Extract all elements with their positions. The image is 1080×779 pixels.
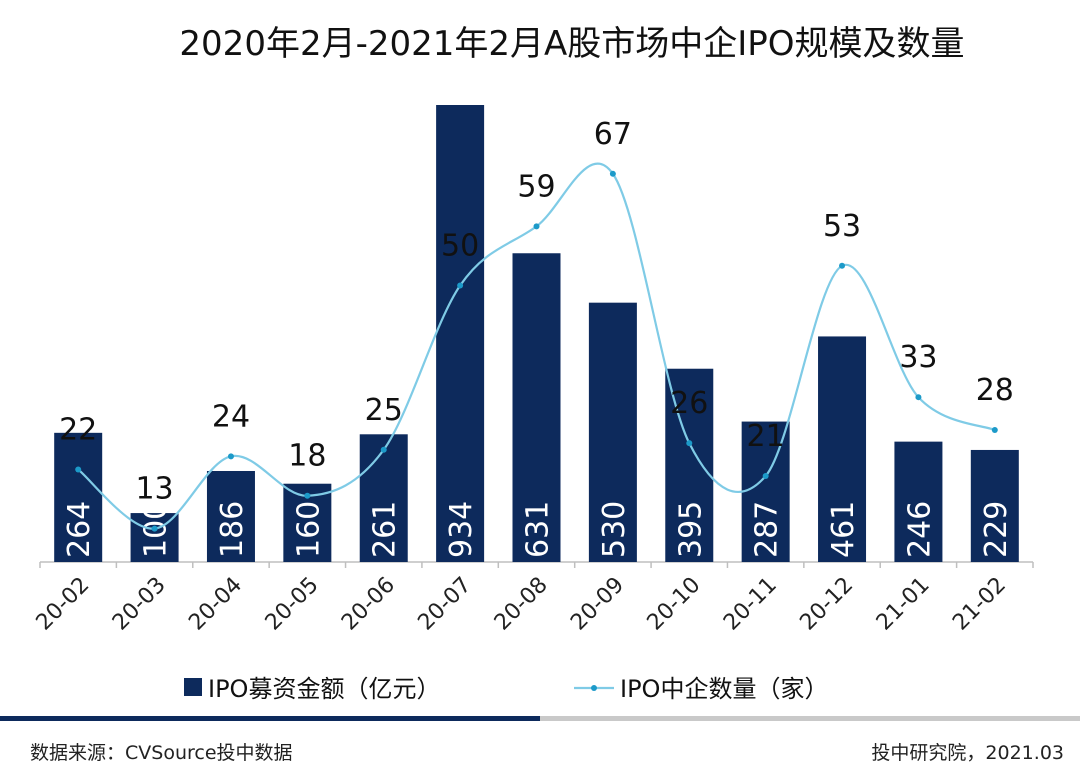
legend-line-marker: [591, 685, 597, 691]
x-tick-label: 20-03: [108, 573, 171, 636]
x-tick-label: 20-08: [490, 573, 553, 636]
bar-value-label: 631: [521, 501, 556, 558]
points-layer: 22 13 24 18 25 50 59 67 26 21 53 33 28: [59, 117, 1014, 532]
x-tick-label: 20-11: [719, 573, 782, 636]
tick-layer: 20-02 20-03 20-04 20-05 20-06 20-07 20-08 20-09…: [32, 562, 1034, 636]
bar-20-04: [206, 470, 255, 562]
count-point: [533, 223, 540, 230]
count-point: [380, 446, 387, 453]
count-point: [75, 466, 82, 473]
count-value-label: 67: [594, 117, 632, 152]
count-point: [839, 262, 846, 269]
bar-20-12: [818, 336, 867, 562]
bar-value-label: 395: [673, 501, 708, 558]
count-value-label: 24: [212, 399, 250, 434]
bar-value-label: 530: [597, 501, 632, 558]
x-tick-label: 21-01: [872, 573, 935, 636]
chart-title: 2020年2月-2021年2月A股市场中企IPO规模及数量: [179, 24, 964, 64]
bar-20-09: [588, 302, 637, 562]
bars-layer: 264 100 186 160 261 934 631 530 395 287 461 246 229: [54, 105, 1019, 562]
count-value-label: 59: [517, 169, 555, 204]
x-tick-label: 20-05: [261, 573, 324, 636]
count-value-label: 18: [288, 439, 326, 474]
x-tick-label: 20-07: [413, 573, 476, 636]
x-tick-label: 21-02: [948, 573, 1011, 636]
footer-divider-dark: [0, 716, 540, 721]
bar-value-label: 160: [291, 501, 326, 558]
data-source: 数据来源：CVSource投中数据: [30, 742, 293, 764]
count-value-label: 53: [823, 209, 861, 244]
bar-value-label: 229: [979, 501, 1014, 558]
count-point: [991, 427, 998, 434]
bar-21-01: [894, 441, 943, 562]
x-tick-label: 20-09: [566, 573, 629, 636]
count-point: [915, 394, 922, 401]
count-point: [686, 440, 693, 447]
count-point: [457, 282, 464, 289]
count-value-label: 13: [135, 472, 173, 507]
bar-value-label: 461: [826, 501, 861, 558]
x-tick-label: 20-02: [32, 573, 95, 636]
bar-value-label: 261: [368, 501, 403, 558]
bar-21-02: [970, 449, 1019, 562]
bar-20-07: [436, 105, 485, 562]
x-tick-label: 20-12: [795, 573, 858, 636]
legend: IPO募资金额（亿元） IPO中企数量（家）: [184, 675, 828, 703]
count-value-label: 28: [976, 373, 1014, 408]
bar-value-label: 264: [62, 501, 97, 558]
bar-20-08: [512, 253, 561, 562]
x-tick-label: 20-10: [643, 573, 706, 636]
bar-20-02: [54, 432, 103, 562]
count-point: [609, 170, 616, 177]
bar-20-10: [665, 368, 714, 562]
legend-bar-label: IPO募资金额（亿元）: [208, 675, 440, 703]
count-value-label: 22: [59, 412, 97, 447]
count-value-label: 26: [670, 386, 708, 421]
bar-20-06: [359, 434, 408, 562]
count-value-label: 33: [899, 340, 937, 375]
bar-value-label: 934: [444, 501, 479, 558]
credit-line: 投中研究院，2021.03: [871, 742, 1064, 764]
count-point: [227, 453, 234, 460]
count-point: [762, 473, 769, 480]
count-point: [304, 492, 311, 499]
x-tick-label: 20-04: [184, 573, 247, 636]
bar-value-label: 287: [750, 501, 785, 558]
bar-value-label: 186: [215, 501, 250, 558]
bar-value-label: 246: [902, 501, 937, 558]
legend-bar-swatch: [184, 678, 202, 696]
count-point: [151, 525, 158, 532]
footer-divider-light: [540, 716, 1080, 721]
count-value-label: 50: [441, 229, 479, 264]
legend-line-label: IPO中企数量（家）: [620, 675, 828, 703]
count-value-label: 21: [747, 419, 785, 454]
count-value-label: 25: [365, 393, 403, 428]
x-tick-label: 20-06: [337, 573, 400, 636]
